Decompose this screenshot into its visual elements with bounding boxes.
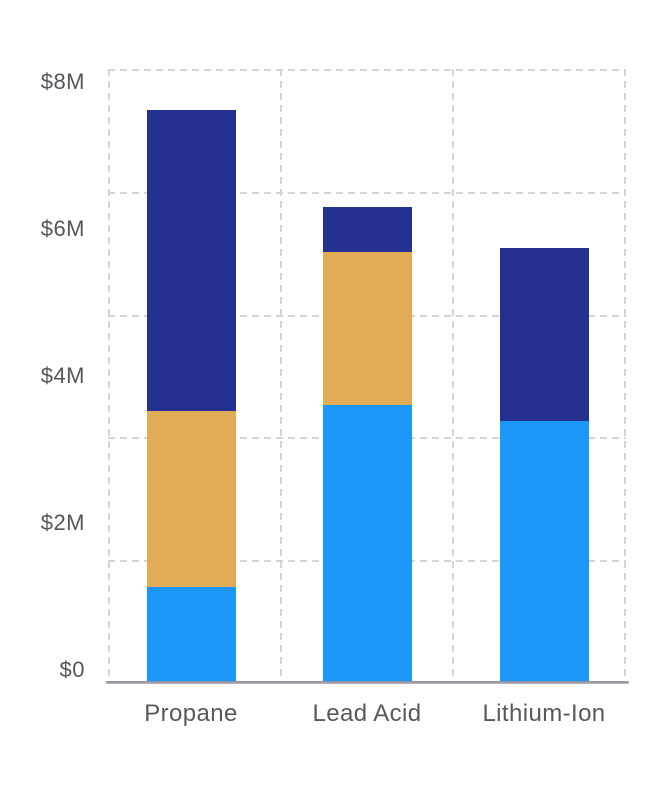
x-axis-label-lithium-ion: Lithium-Ion bbox=[482, 700, 606, 727]
v-gridline bbox=[108, 69, 110, 683]
y-axis-label: $4M bbox=[40, 363, 85, 388]
bar-lead-acid bbox=[322, 206, 412, 683]
h-gridline bbox=[108, 69, 626, 71]
y-axis-label: $8M bbox=[40, 69, 85, 94]
y-axis-label: $6M bbox=[40, 216, 85, 241]
h-gridline bbox=[108, 191, 626, 194]
v-gridline bbox=[452, 69, 454, 683]
bar-lithium-ion bbox=[499, 247, 589, 683]
x-axis-label-lead-acid: Lead Acid bbox=[312, 700, 422, 727]
y-axis-label: $2M bbox=[40, 510, 85, 535]
bar-segment-segment-bottom-lithium-ion bbox=[499, 421, 589, 683]
bar-propane bbox=[146, 109, 236, 683]
y-axis-label: $0 bbox=[59, 657, 85, 682]
v-gridline bbox=[280, 69, 282, 683]
v-gridline bbox=[624, 69, 626, 683]
bar-segment-segment-middle-lead-acid bbox=[322, 252, 412, 406]
bar-segment-segment-bottom-lead-acid bbox=[322, 405, 412, 683]
bar-segment-segment-top-lead-acid bbox=[322, 206, 412, 253]
x-axis-label-propane: Propane bbox=[144, 700, 238, 727]
bar-segment-segment-top-lithium-ion bbox=[499, 247, 589, 422]
bar-segment-segment-bottom-propane bbox=[146, 587, 236, 683]
bar-segment-segment-middle-propane bbox=[146, 411, 236, 588]
x-axis-line bbox=[106, 681, 629, 684]
bar-segment-segment-top-propane bbox=[146, 109, 236, 412]
